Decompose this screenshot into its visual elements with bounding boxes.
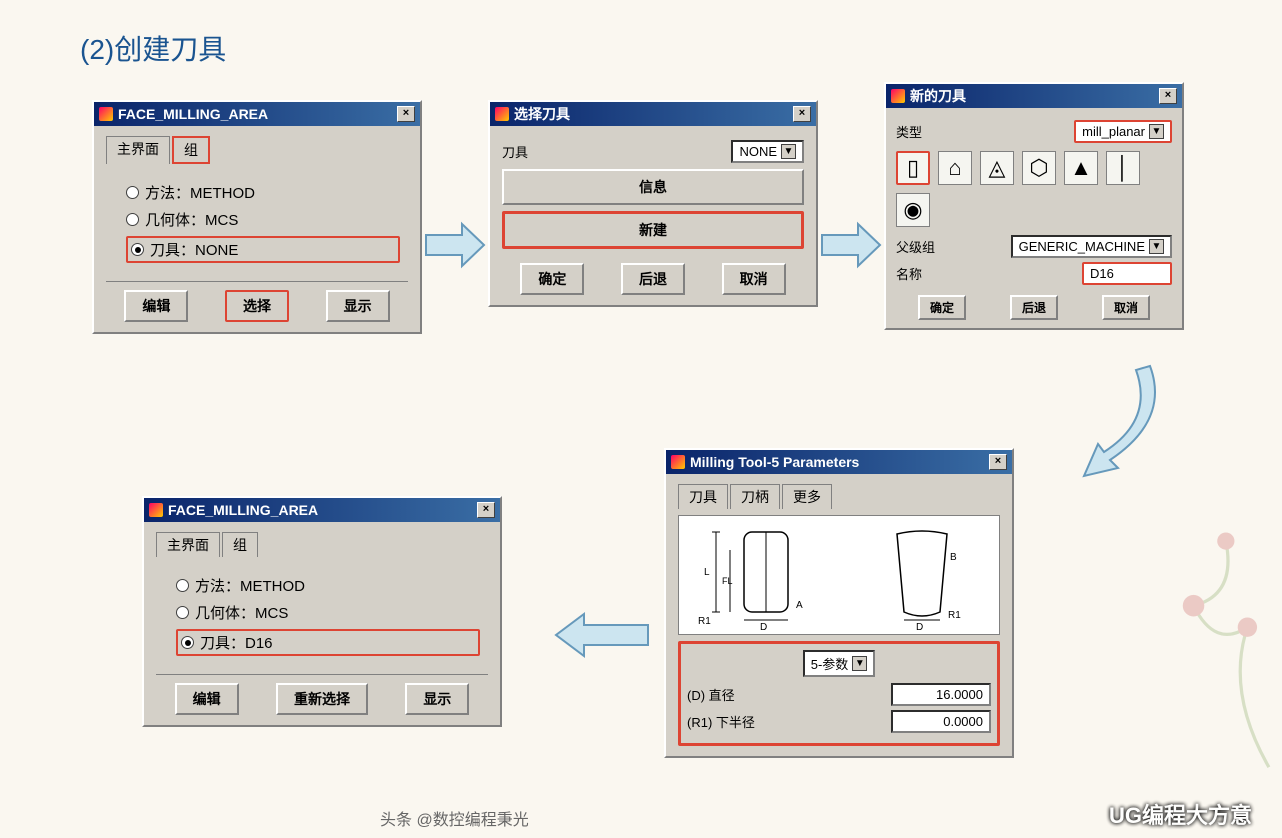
- parent-label: 父级组: [896, 237, 935, 256]
- radio-method-label: 方法：METHOD: [195, 575, 305, 596]
- name-label: 名称: [896, 264, 922, 283]
- win-new-tool: 新的刀具 × 类型 mill_planar▼ ▯ ⌂ ◬ ⬡ ▲ │ ◉ 父级组…: [884, 82, 1184, 330]
- title-text: Milling Tool-5 Parameters: [690, 454, 989, 470]
- back-button[interactable]: 后退: [621, 263, 685, 295]
- radio-mcs-label: 几何体：MCS: [145, 209, 238, 230]
- radio-mcs[interactable]: 几何体：MCS: [176, 602, 480, 623]
- close-icon[interactable]: ×: [397, 106, 415, 122]
- radio-mcs[interactable]: 几何体：MCS: [126, 209, 400, 230]
- tab-holder[interactable]: 刀柄: [730, 484, 780, 509]
- back-button[interactable]: 后退: [1010, 295, 1058, 320]
- param-set-select[interactable]: 5-参数▼: [803, 650, 876, 677]
- tab-group[interactable]: 组: [222, 532, 258, 557]
- close-icon[interactable]: ×: [989, 454, 1007, 470]
- tool-icon-4[interactable]: ⬡: [1022, 151, 1056, 185]
- type-label: 类型: [896, 122, 922, 141]
- ok-button[interactable]: 确定: [918, 295, 966, 320]
- cancel-button[interactable]: 取消: [722, 263, 786, 295]
- new-button[interactable]: 新建: [502, 211, 804, 249]
- tool-icon-3[interactable]: ◬: [980, 151, 1014, 185]
- svg-text:FL: FL: [722, 576, 733, 586]
- title-text: 选择刀具: [514, 104, 793, 124]
- app-icon: [891, 89, 905, 103]
- tab-tool[interactable]: 刀具: [678, 484, 728, 509]
- titlebar: FACE_MILLING_AREA ×: [144, 498, 500, 522]
- radio-mcs-label: 几何体：MCS: [195, 602, 288, 623]
- watermark-sub: 头条 @数控编程秉光: [380, 806, 529, 830]
- close-icon[interactable]: ×: [793, 106, 811, 122]
- tab-row: 刀具 刀柄 更多: [678, 484, 1000, 509]
- win-milling-params: Milling Tool-5 Parameters × 刀具 刀柄 更多 L F…: [664, 448, 1014, 758]
- cancel-button[interactable]: 取消: [1102, 295, 1150, 320]
- decor-branch: [1062, 498, 1282, 778]
- radio-tool-label: 刀具：NONE: [150, 239, 238, 260]
- arrow-left: [550, 610, 650, 660]
- radio-method[interactable]: 方法：METHOD: [176, 575, 480, 596]
- edit-button[interactable]: 编辑: [124, 290, 188, 322]
- svg-text:R1: R1: [948, 610, 961, 621]
- tab-main[interactable]: 主界面: [156, 532, 220, 557]
- svg-text:D: D: [760, 622, 767, 630]
- tool-label: 刀具: [502, 142, 528, 161]
- tab-row: 主界面 组: [106, 136, 408, 164]
- show-button[interactable]: 显示: [405, 683, 469, 715]
- svg-text:A: A: [796, 600, 803, 611]
- edit-button[interactable]: 编辑: [175, 683, 239, 715]
- titlebar: FACE_MILLING_AREA ×: [94, 102, 420, 126]
- win-face-milling-2: FACE_MILLING_AREA × 主界面 组 方法：METHOD 几何体：…: [142, 496, 502, 727]
- reselect-button[interactable]: 重新选择: [276, 683, 368, 715]
- radio-tool[interactable]: 刀具：NONE: [126, 236, 400, 263]
- tool-icon-5[interactable]: ▲: [1064, 151, 1098, 185]
- tool-icon-6[interactable]: │: [1106, 151, 1140, 185]
- tab-group[interactable]: 组: [172, 136, 210, 164]
- tool-select[interactable]: NONE▼: [731, 140, 804, 163]
- radio-tool-label: 刀具：D16: [200, 632, 273, 653]
- tool-icon-2[interactable]: ⌂: [938, 151, 972, 185]
- type-select[interactable]: mill_planar▼: [1074, 120, 1172, 143]
- tab-main[interactable]: 主界面: [106, 136, 170, 164]
- radio-tool[interactable]: 刀具：D16: [176, 629, 480, 656]
- tool-icon-endmill[interactable]: ▯: [896, 151, 930, 185]
- arrow-down-curve: [1010, 360, 1180, 490]
- win-face-milling-1: FACE_MILLING_AREA × 主界面 组 方法：METHOD 几何体：…: [92, 100, 422, 334]
- title-text: FACE_MILLING_AREA: [118, 106, 397, 122]
- arrow-right-2: [820, 220, 884, 270]
- select-button[interactable]: 选择: [225, 290, 289, 322]
- app-icon: [99, 107, 113, 121]
- ok-button[interactable]: 确定: [520, 263, 584, 295]
- tool-icon-7[interactable]: ◉: [896, 193, 930, 227]
- tab-row: 主界面 组: [156, 532, 488, 557]
- d-label: (D) 直径: [687, 685, 735, 704]
- close-icon[interactable]: ×: [1159, 88, 1177, 104]
- svg-text:D: D: [916, 622, 923, 630]
- svg-text:B: B: [950, 552, 957, 563]
- app-icon: [149, 503, 163, 517]
- name-input[interactable]: D16: [1082, 262, 1172, 285]
- tool-icon-row: ▯ ⌂ ◬ ⬡ ▲ │ ◉: [896, 147, 1172, 231]
- info-button[interactable]: 信息: [502, 169, 804, 205]
- tab-more[interactable]: 更多: [782, 484, 832, 509]
- radio-method-label: 方法：METHOD: [145, 182, 255, 203]
- titlebar: 选择刀具 ×: [490, 102, 816, 126]
- titlebar: Milling Tool-5 Parameters ×: [666, 450, 1012, 474]
- arrow-right-1: [424, 220, 488, 270]
- d-input[interactable]: 16.0000: [891, 683, 991, 706]
- titlebar: 新的刀具 ×: [886, 84, 1182, 108]
- watermark-main: UG编程大方意: [1109, 798, 1252, 830]
- title-text: FACE_MILLING_AREA: [168, 502, 477, 518]
- r1-input[interactable]: 0.0000: [891, 710, 991, 733]
- win-select-tool: 选择刀具 × 刀具 NONE▼ 信息 新建 确定 后退 取消: [488, 100, 818, 307]
- app-icon: [671, 455, 685, 469]
- title-text: 新的刀具: [910, 86, 1159, 106]
- show-button[interactable]: 显示: [326, 290, 390, 322]
- close-icon[interactable]: ×: [477, 502, 495, 518]
- r1-label: (R1) 下半径: [687, 712, 755, 731]
- radio-method[interactable]: 方法：METHOD: [126, 182, 400, 203]
- svg-text:R1: R1: [698, 616, 711, 627]
- parent-select[interactable]: GENERIC_MACHINE▼: [1011, 235, 1172, 258]
- svg-text:L: L: [704, 567, 710, 578]
- app-icon: [495, 107, 509, 121]
- page-title: (2)创建刀具: [80, 28, 226, 68]
- tool-diagram: L FL R1 D A B D R1: [678, 515, 1000, 635]
